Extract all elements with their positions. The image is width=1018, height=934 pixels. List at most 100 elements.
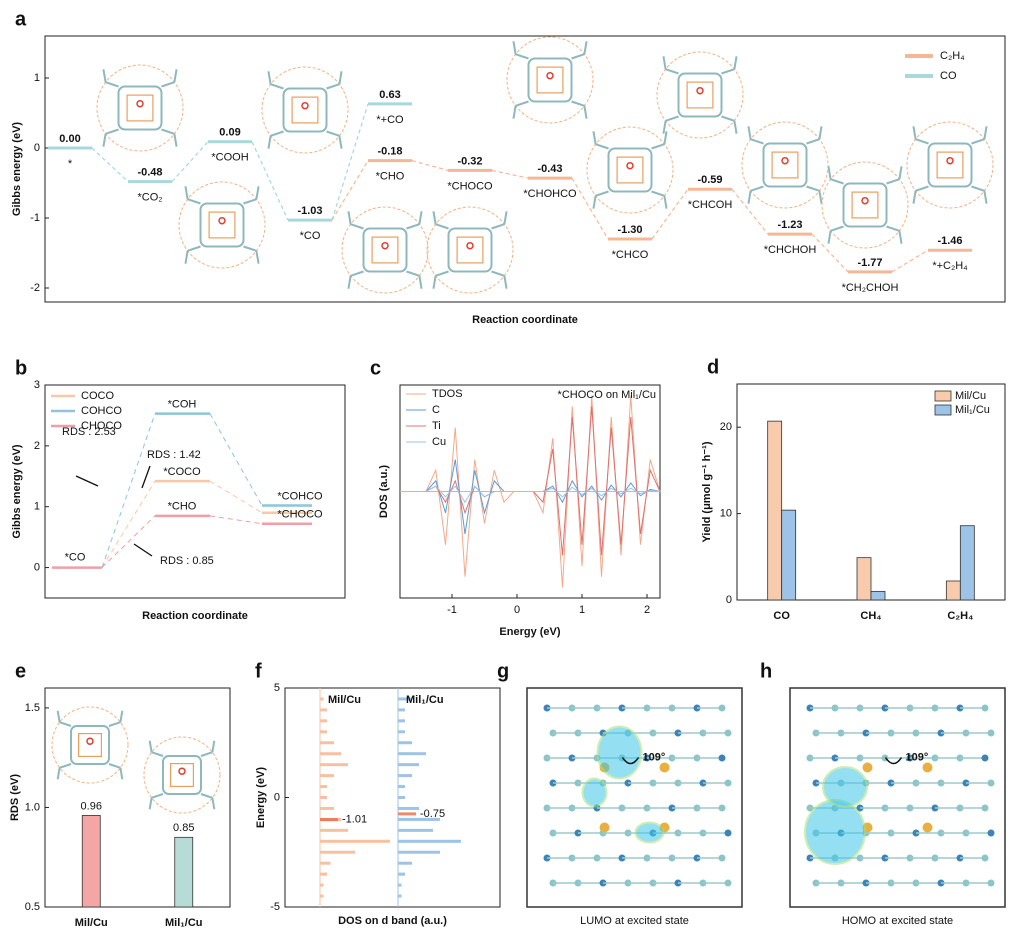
atom	[718, 804, 726, 812]
molecule-arm	[432, 270, 449, 289]
atom	[718, 754, 726, 762]
connector	[209, 480, 263, 514]
state-label: *CHCO	[612, 249, 649, 261]
caption: HOMO at excited state	[842, 915, 953, 927]
dos-bar	[320, 763, 348, 767]
metal-atom	[922, 762, 933, 773]
molecule-arm	[108, 763, 124, 780]
bar	[945, 580, 961, 601]
molecule-outline	[96, 64, 184, 152]
state-label: *COOH	[211, 152, 248, 164]
molecule-arm	[200, 793, 216, 810]
connector	[731, 188, 769, 235]
connector	[101, 413, 156, 568]
caption: LUMO at excited state	[580, 915, 689, 927]
molecule-arm	[662, 56, 679, 75]
dos-bar	[398, 697, 412, 701]
metal-atom	[922, 822, 933, 833]
state-label: *+C₂H₄	[932, 260, 968, 272]
molecule-arm	[161, 69, 178, 88]
x-axis-label: Reaction coordinate	[142, 610, 248, 622]
x-axis-label: DOS on d band (a.u.)	[338, 915, 447, 927]
adsorbate	[781, 156, 789, 165]
bar	[767, 420, 783, 601]
molecule-arm	[148, 740, 164, 757]
molecule-core	[536, 66, 564, 94]
dos-bar	[398, 741, 412, 745]
state-label: *CHOCO	[277, 509, 323, 521]
molecule-core	[616, 156, 644, 184]
plot-frame	[44, 687, 231, 908]
legend-label: COHCO	[81, 405, 122, 417]
metal-atom	[599, 822, 610, 833]
metal-atom	[659, 762, 670, 773]
molecule-arm	[721, 115, 738, 134]
d-band-center-label: -1.01	[342, 814, 367, 826]
molecule-outline	[821, 161, 909, 249]
legend-label: C₂H₄	[940, 50, 965, 62]
dos-bar	[398, 850, 440, 854]
molecule-arm	[406, 211, 423, 230]
value-label: 0.00	[59, 133, 80, 145]
dos-bar	[320, 719, 327, 723]
connector	[331, 160, 369, 221]
dos-bar	[398, 708, 405, 712]
molecule-arm	[432, 211, 449, 230]
molecule-outline	[178, 181, 266, 269]
connector	[209, 413, 263, 506]
value-label: -1.77	[857, 257, 882, 269]
annotation: RDS : 0.85	[160, 555, 214, 567]
molecule-arm	[651, 190, 668, 209]
panel-label: c	[370, 357, 381, 379]
connector	[209, 515, 263, 525]
atom	[724, 829, 732, 837]
annotation: *CHOCO on Mil₁/Cu	[558, 389, 656, 401]
atom	[987, 779, 995, 787]
panel-label: d	[707, 356, 719, 378]
dos-bar	[398, 752, 426, 756]
value-label: -0.48	[137, 167, 162, 179]
molecule-frame	[927, 142, 973, 188]
adsorbate	[301, 101, 309, 110]
panel-label: b	[15, 357, 27, 379]
x-tick-label: Mil₁/Cu	[165, 917, 203, 929]
dos-bar	[320, 806, 334, 810]
molecule-frame	[842, 182, 888, 228]
dos-bar	[398, 785, 405, 789]
molecule-arm	[592, 131, 609, 150]
state-label: *CO₂	[137, 192, 162, 204]
molecule-arm	[662, 115, 679, 134]
molecule-arm	[161, 128, 178, 147]
bar	[959, 525, 975, 601]
state-label: *CHCOH	[688, 199, 733, 211]
atom	[981, 804, 989, 812]
plot-frame	[284, 687, 501, 908]
plot-frame	[44, 384, 346, 599]
dos-bar	[398, 806, 419, 810]
atom	[981, 754, 989, 762]
molecule-arm	[267, 71, 284, 90]
molecule-arm	[806, 126, 823, 145]
molecule-arm	[512, 100, 529, 119]
dos-bar	[320, 730, 327, 734]
y-axis-label: Gibbs energy (eV)	[11, 444, 23, 538]
molecule-frame	[117, 85, 163, 131]
molecule-arm	[592, 190, 609, 209]
value-label: 0.96	[81, 800, 102, 812]
molecule-arm	[56, 763, 72, 780]
molecule-arm	[971, 185, 988, 204]
connector	[491, 169, 529, 179]
state-label: *COHCO	[277, 490, 323, 502]
dos-bar	[320, 894, 324, 898]
state-label: *CO	[300, 230, 321, 242]
molecule-arm	[102, 128, 119, 147]
dos-bar	[398, 719, 405, 723]
molecule-core	[936, 151, 964, 179]
legend-label: Mil₁/Cu	[955, 404, 990, 416]
molecule-core	[126, 94, 154, 122]
annotation: RDS : 1.42	[147, 449, 201, 461]
d-band-center-label: -0.75	[420, 808, 445, 820]
connector	[411, 160, 449, 171]
dos-bar	[320, 828, 348, 832]
